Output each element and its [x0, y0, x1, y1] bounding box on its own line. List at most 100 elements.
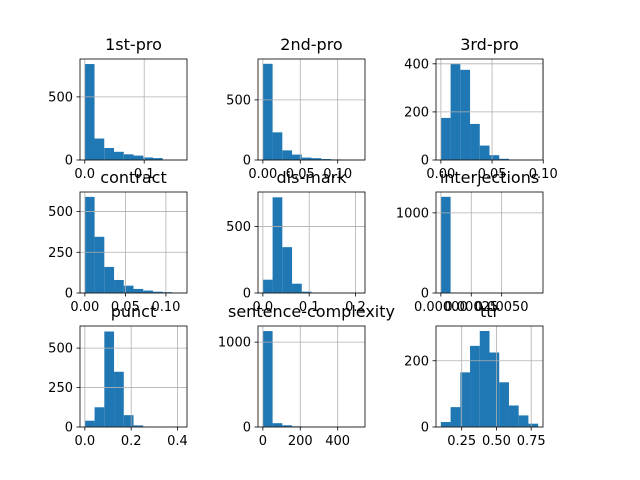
- xtick-label-5-1: 0.00025: [444, 300, 498, 315]
- bar-2-3: [470, 123, 480, 160]
- bar-0-6: [143, 157, 153, 160]
- xtick-label-2-2: 0.10: [529, 167, 558, 182]
- ytick-label-4-1: 500: [226, 220, 251, 235]
- subplot-3: 0.00 0.05 0.10 0 250 500 contract: [48, 168, 188, 315]
- axes-frame-8: [435, 325, 544, 428]
- bar-2-2: [460, 69, 471, 160]
- bar-8-5: [489, 352, 500, 427]
- axes-frame-4: [257, 191, 366, 294]
- ytick-label-7-0: 0: [243, 421, 251, 436]
- bar-6-1: [94, 407, 105, 427]
- xtick-label-4-2: 0.2: [345, 300, 366, 315]
- subplot-2: 0.00 0.05 0.10 0 200 400 3rd-pro: [404, 35, 558, 182]
- xtick-label-8-1: 0.50: [482, 434, 511, 449]
- ytick-label-0-1: 500: [48, 90, 73, 105]
- bar-0-2: [104, 148, 114, 160]
- axes-frame-5: [435, 191, 544, 294]
- subplot-title-2: 3rd-pro: [460, 35, 519, 54]
- bar-3-3: [114, 279, 124, 293]
- xtick-label-7-2: 400: [325, 434, 350, 449]
- ytick-label-2-2: 400: [404, 57, 429, 72]
- subplot-title-7: sentence-complexity: [228, 302, 395, 321]
- bar-6-3: [114, 371, 124, 427]
- bar-8-7: [508, 405, 519, 427]
- bar-4-4: [301, 291, 312, 293]
- axes-frame-0: [79, 58, 188, 161]
- xtick-label-2-1: 0.05: [478, 167, 507, 182]
- bar-6-2: [104, 331, 115, 427]
- ytick-label-6-1: 250: [48, 381, 73, 396]
- ytick-label-5-0: 0: [421, 287, 429, 302]
- bar-2-5: [489, 155, 500, 160]
- bar-6-4: [123, 415, 134, 427]
- bar-0-4: [123, 154, 134, 160]
- xtick-label-3-0: 0.00: [70, 300, 99, 315]
- xtick-label-1-1: 0.05: [286, 167, 315, 182]
- ytick-label-6-0: 0: [65, 421, 73, 436]
- xtick-label-6-2: 0.4: [167, 434, 188, 449]
- xtick-label-8-2: 0.75: [517, 434, 546, 449]
- subplot-title-1: 2nd-pro: [280, 35, 342, 54]
- bar-8-0: [440, 422, 451, 427]
- ytick-label-3-0: 0: [65, 287, 73, 302]
- axes-frame-1: [257, 58, 366, 161]
- bar-8-4: [479, 330, 490, 427]
- xtick-label-7-0: 0: [259, 434, 267, 449]
- ytick-label-5-1: 1000: [396, 206, 429, 221]
- subplot-0: 0.0 0.1 0 500 1st-pro: [48, 35, 188, 182]
- bar-7-0: [262, 331, 273, 427]
- xtick-label-5-0: 0.00000: [414, 300, 468, 315]
- ytick-label-8-0: 0: [421, 421, 429, 436]
- subplot-title-3: contract: [100, 168, 166, 187]
- axes-frame-6: [79, 325, 188, 428]
- bar-3-4: [123, 285, 134, 293]
- bar-7-1: [272, 423, 283, 427]
- bar-1-1: [272, 132, 283, 160]
- axes-frame-2: [435, 58, 544, 161]
- ytick-label-3-1: 250: [48, 246, 73, 261]
- bar-8-3: [470, 345, 480, 427]
- xtick-label-6-1: 0.2: [121, 434, 142, 449]
- bar-6-5: [133, 425, 144, 427]
- xtick-label-0-1: 0.1: [134, 167, 155, 182]
- axes-frame-3: [79, 191, 188, 294]
- bar-3-7: [152, 291, 163, 293]
- subplot-6: 0.0 0.2 0.4 0 250 500 punct: [48, 302, 188, 449]
- bar-8-8: [518, 415, 529, 427]
- bar-0-3: [114, 151, 124, 160]
- axes-frame-7: [257, 325, 366, 428]
- bar-3-0: [84, 196, 95, 293]
- bar-2-6: [499, 158, 509, 160]
- bar-4-0: [262, 279, 273, 293]
- ytick-label-7-1: 1000: [218, 336, 251, 351]
- bar-6-0: [84, 420, 95, 427]
- bar-7-2: [282, 425, 293, 427]
- bar-8-9: [528, 423, 539, 427]
- bar-1-0: [262, 63, 273, 161]
- bar-3-6: [143, 290, 153, 293]
- bar-1-5: [311, 158, 322, 160]
- subplot-title-0: 1st-pro: [105, 35, 162, 54]
- subplot-title-5: interjections: [440, 168, 539, 187]
- bar-3-8: [162, 292, 173, 293]
- ytick-label-3-2: 500: [48, 205, 73, 220]
- bar-8-6: [499, 382, 509, 427]
- subplot-title-6: punct: [111, 302, 157, 321]
- xtick-label-3-2: 0.10: [151, 300, 180, 315]
- bar-4-3: [292, 283, 302, 293]
- bar-1-4: [301, 157, 312, 160]
- bar-0-0: [84, 64, 95, 160]
- bar-1-3: [292, 154, 302, 160]
- xtick-label-4-1: 0.1: [299, 300, 320, 315]
- xtick-label-3-1: 0.05: [111, 300, 140, 315]
- ytick-label-1-0: 0: [243, 154, 251, 169]
- bar-5-0: [440, 196, 451, 293]
- xtick-label-7-1: 200: [288, 434, 313, 449]
- bar-2-4: [479, 145, 490, 160]
- subplot-7: 0 200 400 0 1000 sentence-complexity: [218, 302, 395, 449]
- bar-4-1: [272, 197, 283, 293]
- bar-4-2: [282, 247, 293, 293]
- ytick-label-8-1: 200: [404, 354, 429, 369]
- bar-3-2: [104, 266, 115, 293]
